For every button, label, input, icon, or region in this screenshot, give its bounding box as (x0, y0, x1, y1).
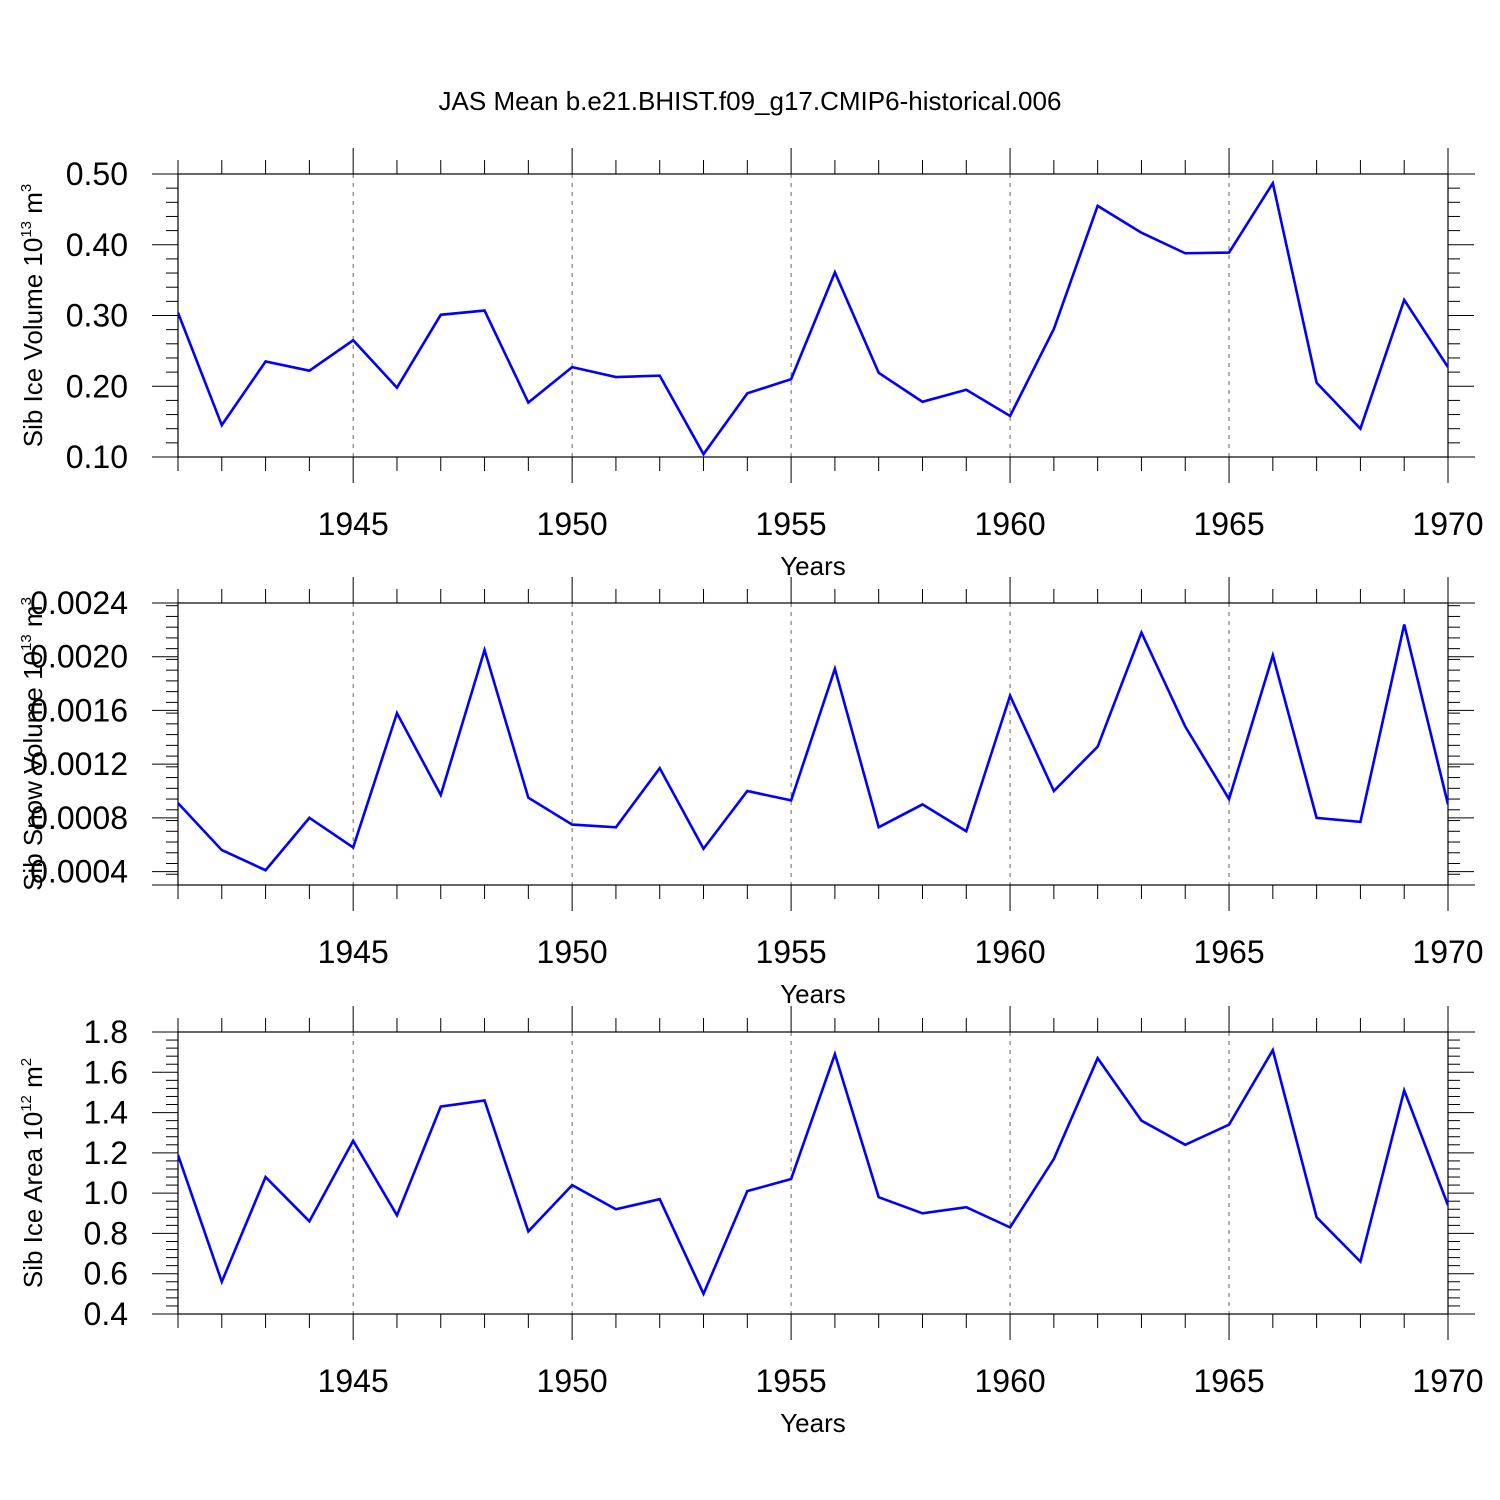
y-tick-label: 0.20 (66, 368, 128, 404)
y-axis-title: Sib Ice Area 1012 m2 (18, 1058, 48, 1288)
x-tick-label: 1955 (756, 506, 827, 542)
y-tick-label: 1.6 (84, 1054, 128, 1090)
series-line (178, 624, 1448, 872)
plot-frame (177, 602, 1449, 886)
panels: 1945 1950 1955 1960 1965 19700.100.200.300.40… (18, 148, 1484, 1438)
y-axis-title-part: m (18, 1066, 48, 1095)
x-axis-title: Years (780, 551, 846, 581)
y-tick-label: 0.0024 (30, 585, 128, 621)
panel-1: 1945 1950 1955 1960 1965 1970 0.10 0.20 0.30 0.40… (18, 148, 1484, 581)
x-tick-label: 1970 (1412, 934, 1483, 970)
y-axis-exponent: 3 (18, 184, 35, 192)
y-tick-label: 0.10 (66, 439, 128, 475)
y-axis-title-part: Sib Ice Area 10 (18, 1112, 48, 1288)
y-tick-label: 0.40 (66, 227, 128, 263)
chart-title: JAS Mean b.e21.BHIST.f09_g17.CMIP6-histo… (439, 86, 1062, 116)
x-tick-label: 1965 (1193, 934, 1264, 970)
y-axis-title-part: m (18, 192, 48, 221)
series-line (178, 179, 1448, 457)
x-tick-label: 1955 (756, 934, 827, 970)
x-tick-label: 1950 (537, 1363, 608, 1399)
y-tick-label: 0.30 (66, 298, 128, 334)
x-tick-label: 1960 (974, 506, 1045, 542)
y-tick-label: 1.2 (84, 1135, 128, 1171)
y-axis-exponent: 2 (18, 1058, 35, 1066)
y-tick-label: 0.6 (84, 1256, 128, 1292)
panel-3: 1945 1950 1955 1960 1965 1970 0.4 0.6 0.8 1.0 1.2 1… (18, 1006, 1484, 1438)
x-tick-label: 1970 (1412, 506, 1483, 542)
y-tick-label: 0.0012 (30, 746, 128, 782)
panel-2: 1945 1950 1955 1960 1965 1970 0.0004 0.0008 0.00… (18, 577, 1484, 1009)
y-tick-label: 0.0016 (30, 692, 128, 728)
y-tick-label: 1.0 (84, 1175, 128, 1211)
y-tick-label: 1.8 (84, 1014, 128, 1050)
x-axis-title: Years (780, 979, 846, 1009)
y-tick-label: 0.0008 (30, 800, 128, 836)
x-tick-label: 1945 (318, 1363, 389, 1399)
y-tick-label: 0.8 (84, 1215, 128, 1251)
y-axis-title: Sib Ice Volume 1013 m3 (18, 184, 48, 448)
x-tick-label: 1955 (756, 1363, 827, 1399)
y-tick-label: 0.50 (66, 156, 128, 192)
y-axis-exponent: 12 (18, 1095, 35, 1112)
x-tick-label: 1970 (1412, 1363, 1483, 1399)
x-tick-label: 1960 (974, 1363, 1045, 1399)
x-tick-label: 1945 (318, 934, 389, 970)
x-tick-label: 1950 (537, 934, 608, 970)
y-axis-exponent: 13 (18, 634, 35, 651)
series-line (178, 1046, 1448, 1298)
y-axis-title-part: Sib Ice Volume 10 (18, 238, 48, 448)
x-tick-label: 1950 (537, 506, 608, 542)
x-axis-title: Years (780, 1408, 846, 1438)
x-tick-label: 1965 (1193, 1363, 1264, 1399)
y-axis-title-part: m (18, 605, 48, 634)
y-axis-title-part: Sib Snow Volume 10 (18, 651, 48, 891)
y-tick-label: 0.4 (84, 1296, 128, 1332)
y-axis-exponent: 13 (18, 221, 35, 238)
x-tick-label: 1965 (1193, 506, 1264, 542)
y-axis-exponent: 3 (18, 597, 35, 605)
x-tick-label: 1960 (974, 934, 1045, 970)
y-tick-label: 1.4 (84, 1095, 128, 1131)
y-axis-title: Sib Snow Volume 1013 m3 (18, 597, 48, 891)
y-tick-label: 0.0004 (30, 854, 128, 890)
plot-frame (177, 173, 1449, 458)
x-tick-label: 1945 (318, 506, 389, 542)
y-tick-label: 0.0020 (30, 639, 128, 675)
